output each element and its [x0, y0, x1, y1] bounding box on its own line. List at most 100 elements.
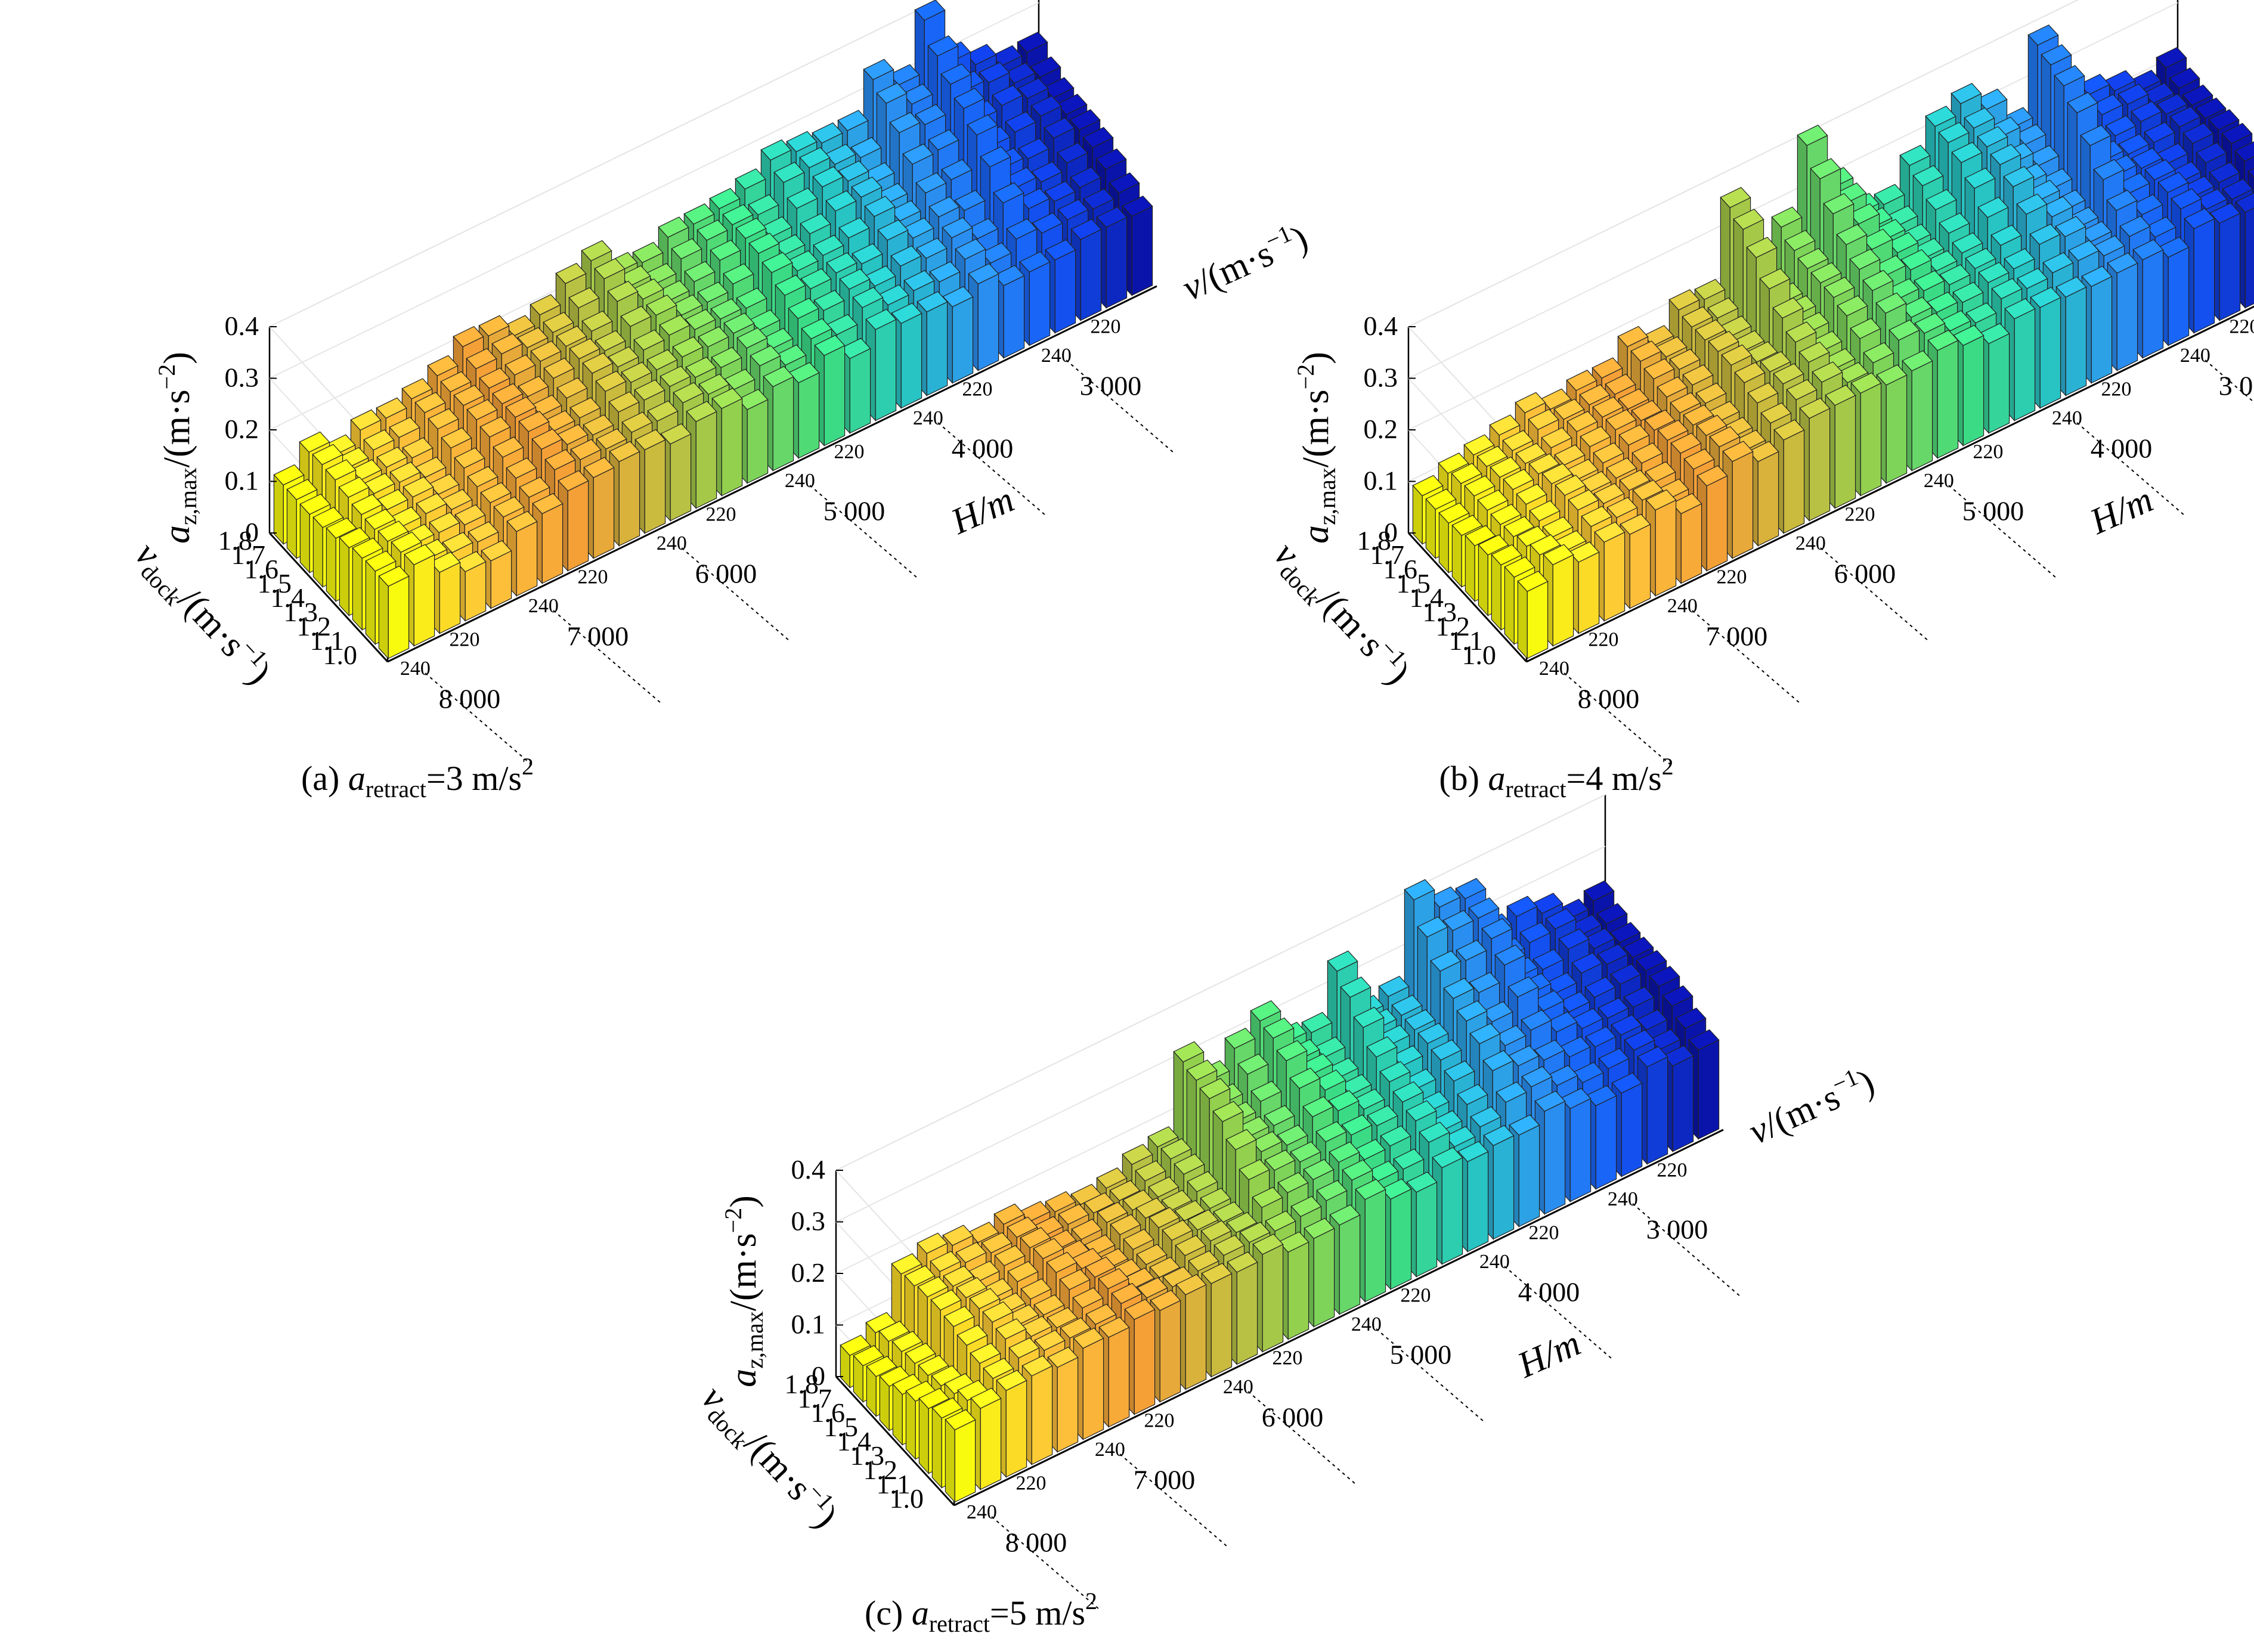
v-axis-label: v/(m·s−1): [1175, 215, 1314, 309]
bar: [1070, 218, 1102, 322]
h-group-label: 8 000: [1578, 684, 1640, 714]
bar: [891, 302, 922, 410]
v-tick-label: 220: [706, 503, 736, 525]
z-tick-label: 0.1: [225, 466, 259, 496]
h-group-label: 6 000: [1834, 559, 1896, 589]
panel-b: 0 0.1 0.2 0.3 0.4 1.01.11.21.31.41.51.61.71.8…: [1267, 0, 2254, 802]
y-tick-label: 1.1: [310, 625, 345, 656]
x-axis-ticks: 8 000 240 220 7 000 240 220 6 000 240 220 5 000 24…: [1539, 315, 2254, 766]
z-axis-label: az,max/(m·s−2): [1292, 352, 1340, 544]
y-tick-label: 1.8: [785, 1369, 819, 1399]
v-tick-label: 220: [1589, 628, 1619, 650]
z-tick-label: 0.4: [1364, 311, 1398, 341]
h-axis-label: H/m: [2083, 479, 2159, 543]
y-tick-label: 1.5: [1397, 568, 1431, 599]
v-tick-label: 240: [1667, 595, 1698, 617]
panel-c: 0 0.1 0.2 0.3 0.4 1.01.11.21.31.41.51.61.71.8…: [694, 794, 1881, 1637]
y-tick-label: 1.3: [850, 1440, 885, 1471]
v-tick-label: 220: [2101, 378, 2132, 400]
v-tick-label: 220: [962, 378, 993, 400]
h-group-label: 6 000: [695, 559, 757, 589]
y-tick-label: 1.2: [297, 611, 332, 641]
h-group-label: 3 000: [2219, 371, 2254, 401]
y-tick-label: 1.1: [1449, 625, 1484, 656]
v-tick-label: 220: [578, 566, 608, 588]
v-tick-label: 220: [2230, 315, 2254, 337]
bars: [840, 878, 1720, 1504]
bar: [1927, 330, 1959, 460]
y-tick-label: 1.3: [1423, 597, 1457, 627]
v-tick-label: 220: [1657, 1159, 1688, 1181]
v-tick-label: 240: [400, 658, 431, 680]
h-group-label: 3 000: [1646, 1214, 1708, 1245]
h-group-label: 8 000: [439, 684, 501, 714]
v-tick-label: 240: [1479, 1251, 1510, 1273]
h-group-label: 6 000: [1262, 1402, 1324, 1433]
v-tick-label: 220: [1091, 315, 1121, 337]
h-group-label: 8 000: [1005, 1527, 1067, 1558]
y-tick-label: 1.0: [890, 1483, 924, 1514]
v-tick-label: 220: [1845, 503, 1875, 525]
h-group-label: 5 000: [823, 496, 886, 526]
panel-caption: (a) aretract=3 m/s2: [301, 753, 534, 802]
v-tick-label: 220: [1401, 1284, 1431, 1306]
y-tick-label: 1.4: [271, 582, 305, 613]
v-tick-label: 240: [528, 595, 559, 617]
y-tick-label: 1.2: [863, 1455, 898, 1485]
bar: [945, 1409, 976, 1504]
v-tick-label: 240: [1539, 658, 1569, 680]
bar: [378, 565, 410, 660]
v-tick-label: 220: [1717, 566, 1747, 588]
z-axis-ticks: 0 0.1 0.2 0.3 0.4: [791, 1154, 843, 1391]
v-tick-label: 220: [834, 441, 865, 463]
y-tick-label: 1.7: [1370, 540, 1405, 570]
y-tick-label: 1.8: [218, 525, 253, 556]
y-tick-label: 1.2: [1436, 611, 1470, 641]
z-tick-label: 0.4: [225, 311, 259, 341]
z-tick-label: 0: [1384, 517, 1398, 547]
y-tick-label: 1.4: [1410, 582, 1444, 613]
z-axis-label: az,max/(m·s−2): [720, 1195, 768, 1387]
panel-a: 0 0.1 0.2 0.3 0.4 1.01.11.21.31.41.51.61.71.8…: [128, 0, 1314, 802]
v-tick-label: 240: [2180, 345, 2210, 367]
bars: [273, 0, 1153, 660]
y-axis-ticks: 1.01.11.21.31.41.51.61.71.8: [1357, 525, 1497, 670]
v-tick-label: 240: [1095, 1439, 1125, 1461]
y-tick-label: 1.6: [1383, 554, 1418, 584]
panel-caption: (b) aretract=4 m/s2: [1439, 753, 1673, 802]
y-axis-ticks: 1.01.11.21.31.41.51.61.71.8: [218, 525, 358, 670]
v-tick-label: 240: [1223, 1376, 1253, 1398]
z-tick-label: 0.2: [1364, 414, 1398, 444]
y-tick-label: 1.8: [1357, 525, 1392, 556]
bar: [1645, 489, 1677, 597]
panel-caption: (c) aretract=5 m/s2: [865, 1588, 1097, 1637]
z-tick-label: 0.2: [791, 1257, 826, 1288]
v-tick-label: 240: [1795, 532, 1826, 554]
h-group-label: 4 000: [2091, 433, 2153, 464]
v-axis-label: v/(m·s−1): [1742, 1058, 1881, 1152]
bar: [2004, 298, 2036, 422]
z-axis-ticks: 0 0.1 0.2 0.3 0.4: [1364, 311, 1416, 547]
h-axis-label: H/m: [945, 479, 1020, 543]
z-tick-label: 0.3: [225, 362, 259, 393]
x-axis-ticks: 8 000 240 220 7 000 240 220 6 000 240 220 5 000 24…: [967, 1159, 1741, 1610]
v-tick-label: 220: [450, 628, 480, 650]
bar: [1671, 492, 1702, 585]
h-group-label: 4 000: [1518, 1277, 1580, 1307]
y-tick-label: 1.0: [323, 640, 358, 670]
bar: [1637, 1046, 1668, 1166]
h-group-label: 5 000: [1390, 1340, 1452, 1370]
h-group-label: 5 000: [1962, 496, 2024, 526]
v-tick-label: 240: [1041, 345, 1072, 367]
h-group-label: 4 000: [952, 433, 1014, 464]
v-tick-label: 240: [913, 407, 943, 429]
bars: [1412, 24, 2254, 660]
z-tick-label: 0: [245, 517, 259, 547]
h-group-label: 3 000: [1080, 371, 1142, 401]
bar: [1252, 1233, 1284, 1353]
v-tick-label: 240: [1351, 1313, 1382, 1335]
h-group-label: 7 000: [1706, 621, 1768, 652]
x-axis-ticks: 8 000 240 220 7 000 240 220 6 000 240 220 5 000 24…: [400, 315, 1174, 766]
y-tick-label: 1.3: [284, 597, 318, 627]
y-axis-ticks: 1.01.11.21.31.41.51.61.71.8: [785, 1369, 924, 1514]
